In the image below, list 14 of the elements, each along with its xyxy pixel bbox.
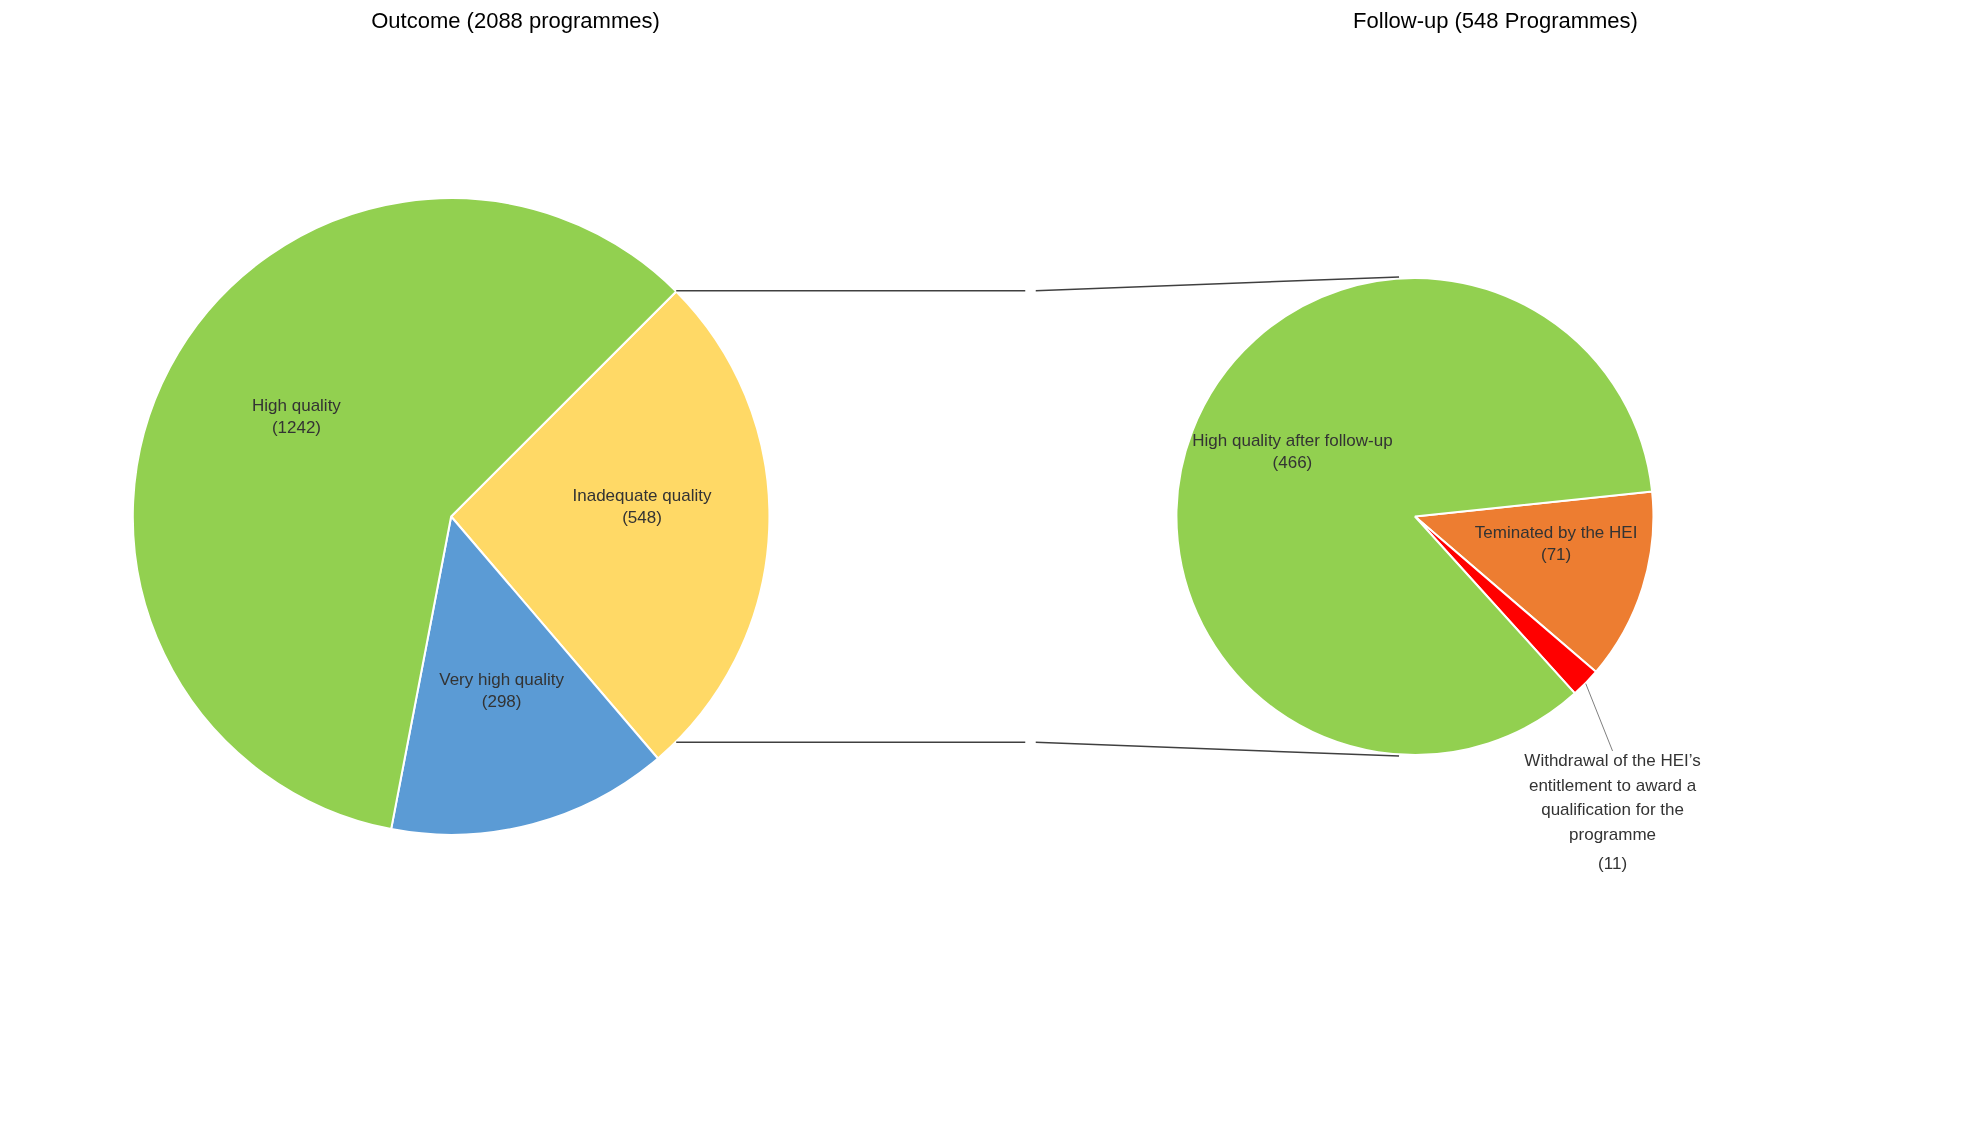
chart-title: Follow-up (548 Programmes): [1353, 7, 1638, 33]
slice-label: Withdrawal of the HEI’s entitlement to award a qualification for the programme: [1524, 750, 1701, 845]
data-label: (298): [481, 691, 522, 711]
data-label: (71): [1540, 544, 1572, 564]
slice-label: High quality: [252, 396, 342, 416]
slice-label: High quality after follow-up: [1192, 431, 1393, 451]
slice-label: Inadequate quality: [572, 485, 712, 505]
slice-label: Very high quality: [439, 669, 565, 689]
chart-title: Outcome (2088 programmes): [371, 7, 660, 33]
data-label: (11): [1598, 853, 1628, 873]
data-label: (466): [1272, 453, 1313, 473]
slice-label: Teminated by the HEI: [1474, 522, 1638, 542]
data-label: (548): [622, 508, 662, 528]
data-label: (1242): [271, 418, 322, 438]
